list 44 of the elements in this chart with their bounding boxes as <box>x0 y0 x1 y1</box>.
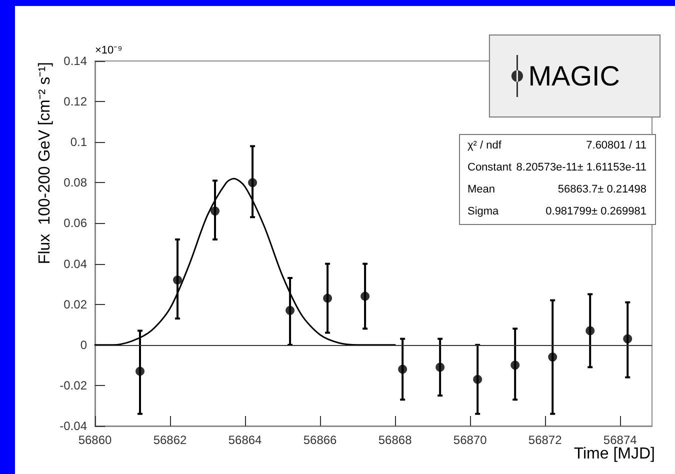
point <box>510 360 520 370</box>
x-tick-label: 56860 <box>78 433 112 447</box>
annotation: 0.981799± 0.269981 <box>546 206 646 218</box>
y-tick-label: 0.14 <box>64 54 88 68</box>
annotation: Constant <box>468 162 512 174</box>
point <box>623 334 632 344</box>
point <box>173 276 182 284</box>
point <box>248 178 258 188</box>
x-tick-label: 56864 <box>228 433 262 447</box>
x-tick-label: 56872 <box>528 433 562 447</box>
point <box>436 362 445 372</box>
x-tick-label: 56866 <box>303 433 338 447</box>
point <box>286 306 295 315</box>
y-tick-label: 0.12 <box>64 94 88 109</box>
text: ×10⁻⁹ <box>95 44 122 56</box>
point <box>548 352 558 362</box>
y-axis-title: Flux 100-200 GeV [cm⁻² s⁻¹] <box>36 62 54 264</box>
y-tick-label: 0.02 <box>64 297 88 312</box>
point <box>398 364 408 374</box>
annotation: 56863.7± 0.21498 <box>558 184 646 196</box>
point <box>210 206 220 216</box>
y-tick-label: -0.04 <box>60 419 88 433</box>
annotation: χ² / ndf <box>468 140 502 152</box>
y-tick-label: 0.04 <box>64 256 88 271</box>
point <box>360 292 370 301</box>
annotation: Mean <box>468 184 496 196</box>
y-tick-label: 0.06 <box>64 216 88 230</box>
y-tick-label: -0.02 <box>60 378 88 392</box>
point <box>136 366 145 376</box>
legend-label: MAGIC <box>528 60 620 92</box>
x-tick-label: 56870 <box>453 433 488 447</box>
x-tick-label: 56874 <box>603 433 638 447</box>
x-tick-label: 56868 <box>378 433 412 447</box>
x-tick-label: 56862 <box>153 433 188 447</box>
point <box>473 374 482 384</box>
annotation: Sigma <box>468 206 500 218</box>
annotation: 8.20573e-11± 1.61153e-11 <box>516 162 646 174</box>
annotation: 7.60801 / 11 <box>586 140 646 152</box>
point <box>586 326 595 336</box>
y-tick-label: 0 <box>80 338 88 352</box>
point <box>323 294 332 303</box>
y-tick-label: 0.08 <box>64 176 88 190</box>
y-tick-label: 0.1 <box>70 135 88 150</box>
x-axis-title: Time [MJD] <box>574 446 656 462</box>
